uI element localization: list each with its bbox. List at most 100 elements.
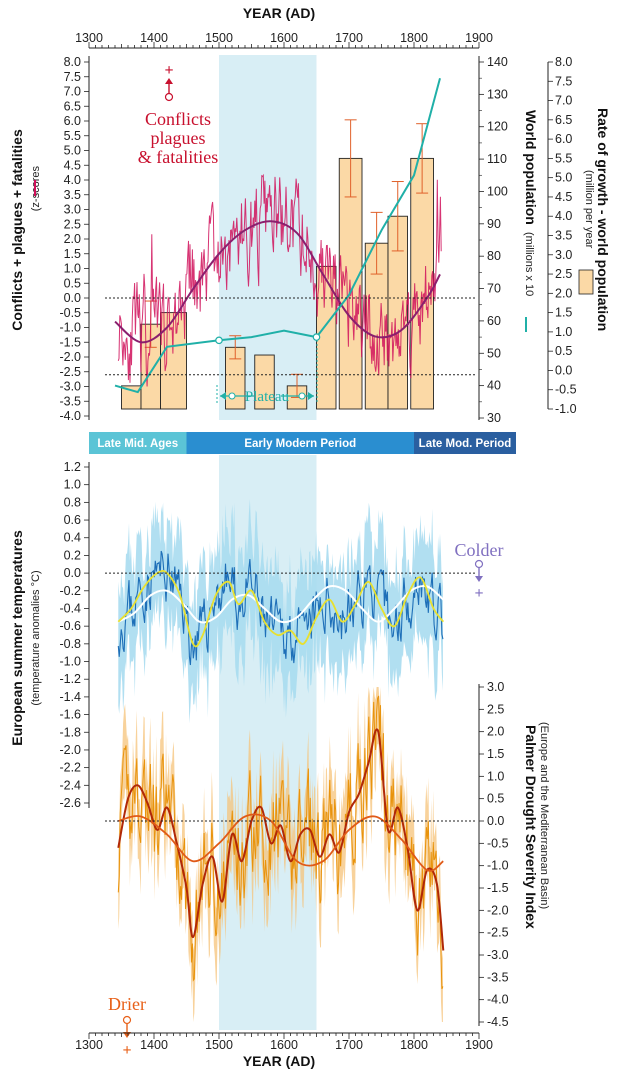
y-tick-label: 3.0 [64, 203, 81, 217]
y-tick-label: 7.0 [64, 85, 81, 99]
y-tick-label: -2.6 [59, 796, 81, 810]
y-tick-label: 7.0 [555, 94, 572, 108]
y-tick-label: 4.5 [555, 190, 572, 204]
y-tick-label: 0.0 [487, 814, 504, 828]
y-tick-label: -1.5 [487, 881, 509, 895]
y-tick-label: -0.2 [59, 584, 81, 598]
temperature-smooth-long [117, 584, 444, 624]
y-tick-label: 1.2 [64, 460, 81, 474]
conflict-annotation-line-2: plagues [151, 128, 206, 148]
y-tick-label: 0.8 [64, 495, 81, 509]
drier-annotation: Drier [108, 994, 146, 1014]
y-tick-label: 7.5 [555, 74, 572, 88]
y-tick-label: 2.5 [555, 267, 572, 281]
y-tick-label: 0.5 [64, 276, 81, 290]
y-tick-label: 130 [487, 87, 508, 101]
y-tick-label: 0.5 [555, 344, 572, 358]
x-tick-label: 1600 [270, 31, 298, 45]
y-tick-label: 1.0 [64, 478, 81, 492]
y-tick-label: 5.5 [555, 151, 572, 165]
y-tick-label: 110 [487, 152, 507, 166]
y-tick-label: -3.5 [59, 394, 81, 408]
y-tick-label: 140 [487, 55, 508, 69]
y-tick-label: 2.0 [555, 286, 572, 300]
colder-annotation-arrowhead [475, 576, 483, 582]
population-axis: 30 40 50 60 70 80 90 100 110 120 130 140 [478, 55, 508, 425]
highlight-band-bottom [219, 455, 317, 1030]
y-tick-label: 90 [487, 217, 501, 231]
y-tick-label: 50 [487, 346, 501, 360]
y-tick-label: -2.5 [487, 926, 509, 940]
y-tick-label: 7.5 [64, 70, 81, 84]
x-tick-label: 1600 [270, 1038, 298, 1052]
period-segment [414, 432, 516, 454]
drought-uncertainty-band [118, 687, 443, 1022]
y-tick-label: 6.5 [555, 113, 572, 127]
y-tick-label: 1.0 [64, 262, 81, 276]
conflict-annotation-line-3: & fatalities [138, 147, 218, 167]
y-tick-label: 2.5 [487, 702, 504, 716]
y-tick-label: -4.5 [487, 1015, 509, 1029]
top-x-axis: 1300 1400 1500 1600 1700 1800 1900 [75, 31, 493, 49]
y-tick-label: -2.0 [487, 903, 509, 917]
y-tick-label: 8.0 [64, 55, 81, 69]
y-tick-label: 0.2 [64, 548, 81, 562]
y-tick-label: 0.0 [555, 363, 572, 377]
conflict-smooth-line [114, 220, 441, 344]
y-tick-label: 6.0 [64, 114, 81, 128]
y-tick-label: -1.0 [59, 655, 81, 669]
x-tick-label: 1900 [465, 31, 493, 45]
y-tick-label: -2.0 [59, 350, 81, 364]
period-label: Late Mid. Ages [97, 438, 178, 450]
y-tick-label: 2.0 [64, 232, 81, 246]
drier-annotation-marker [122, 1015, 132, 1025]
drought-line [117, 695, 444, 990]
x-tick-label: 1700 [335, 31, 363, 45]
top-reference-lines [105, 297, 475, 376]
y-tick-label: -0.4 [59, 601, 81, 615]
y-tick-label: -1.5 [59, 335, 81, 349]
growth-bar [410, 157, 434, 410]
y-tick-label: -0.5 [555, 383, 577, 397]
x-tick-label: 1800 [400, 31, 428, 45]
y-tick-label: 60 [487, 314, 501, 328]
y-tick-label: 0.0 [64, 291, 81, 305]
temperature-axis-title: European summer temperatures [9, 530, 25, 746]
growth-bar [254, 354, 275, 410]
y-tick-label: -1.0 [487, 859, 509, 873]
y-tick-label: -3.5 [487, 970, 509, 984]
y-tick-label: 1.5 [64, 247, 81, 261]
y-tick-label: -0.5 [487, 836, 509, 850]
y-tick-label: 6.5 [64, 99, 81, 113]
period-label: Late Mod. Period [419, 438, 512, 450]
y-tick-label: -0.6 [59, 619, 81, 633]
colder-annotation-sign: + [474, 585, 483, 602]
drought-smooth-long [118, 813, 444, 872]
y-tick-label: -1.4 [59, 690, 81, 704]
drought-series [117, 695, 444, 990]
y-tick-label: -4.0 [59, 409, 81, 423]
y-tick-label: 5.0 [64, 144, 81, 158]
period-bar: Late Mid. Ages Early Modern Period Late Mo… [89, 432, 516, 454]
y-tick-label: -1.0 [59, 321, 81, 335]
growth-axis-sublabel: (million per year [583, 170, 595, 249]
conflict-axis: -4.0-3.5-3.0-2.5-2.0-1.5-1.0-0.50.00.51.… [59, 55, 90, 423]
y-tick-label: 2.5 [64, 217, 81, 231]
x-tick-label: 1300 [75, 31, 103, 45]
x-tick-label: 1700 [335, 1038, 363, 1052]
y-tick-label: 3.0 [555, 248, 572, 262]
x-tick-label: 1500 [205, 1038, 233, 1052]
y-tick-label: -1.6 [59, 708, 81, 722]
population-markers [215, 333, 321, 345]
conflict-annotation-line-1: Conflicts [145, 109, 211, 129]
y-tick-label: -2.2 [59, 761, 81, 775]
growth-axis-title: Rate of growth - world population [595, 108, 611, 331]
plateau-label: Plateau [245, 389, 290, 405]
y-tick-label: 120 [487, 120, 508, 134]
y-tick-label: 4.0 [64, 173, 81, 187]
period-label: Early Modern Period [244, 438, 356, 450]
top-x-axis-title: YEAR (AD) [243, 5, 315, 21]
population-axis-title: World population [523, 110, 539, 225]
y-tick-label: 80 [487, 249, 501, 263]
